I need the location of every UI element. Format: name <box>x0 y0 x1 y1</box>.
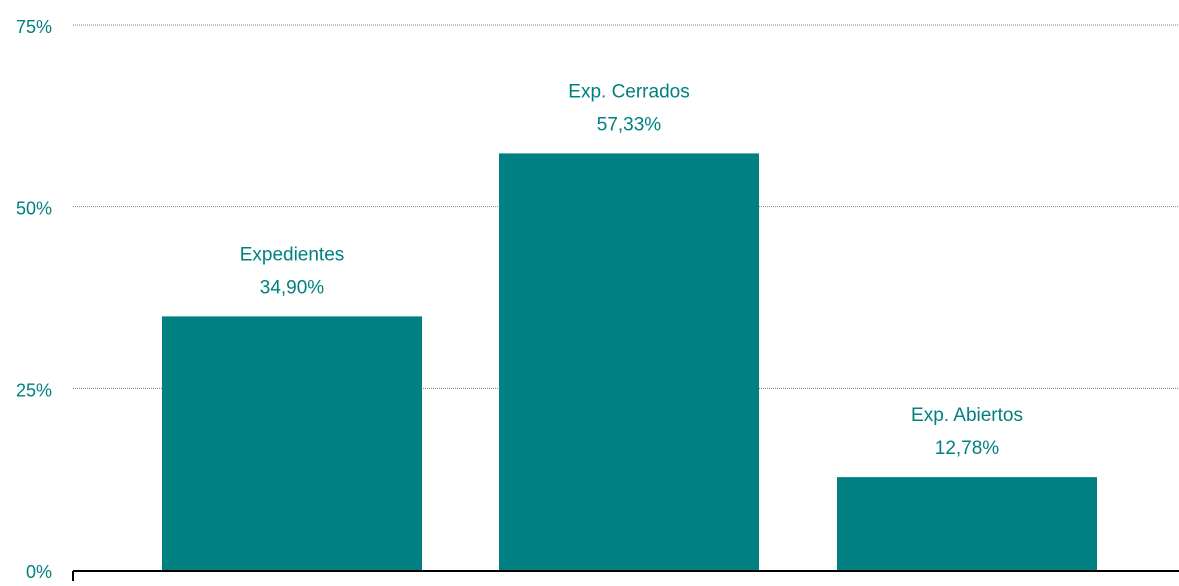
data-labels: Expedientes 34,90% Exp. Cerrados 57,33% Exp.… <box>240 81 1023 459</box>
category-label: Expedientes <box>240 244 345 265</box>
y-tick-labels: 0% 25% 50% 75% <box>16 17 52 582</box>
value-label: 57,33% <box>597 114 662 135</box>
y-tick-label: 50% <box>16 199 52 219</box>
bar <box>499 153 759 571</box>
value-label: 12,78% <box>935 438 1000 459</box>
x-axis <box>72 570 1179 581</box>
y-tick-label: 0% <box>26 562 52 581</box>
bar <box>162 316 422 570</box>
y-tick-label: 75% <box>16 17 52 37</box>
value-label: 34,90% <box>260 277 325 298</box>
category-label: Exp. Abiertos <box>911 405 1023 426</box>
bars <box>162 153 1097 571</box>
y-tick-label: 25% <box>16 380 52 400</box>
category-label: Exp. Cerrados <box>568 81 689 102</box>
bar <box>837 477 1097 570</box>
